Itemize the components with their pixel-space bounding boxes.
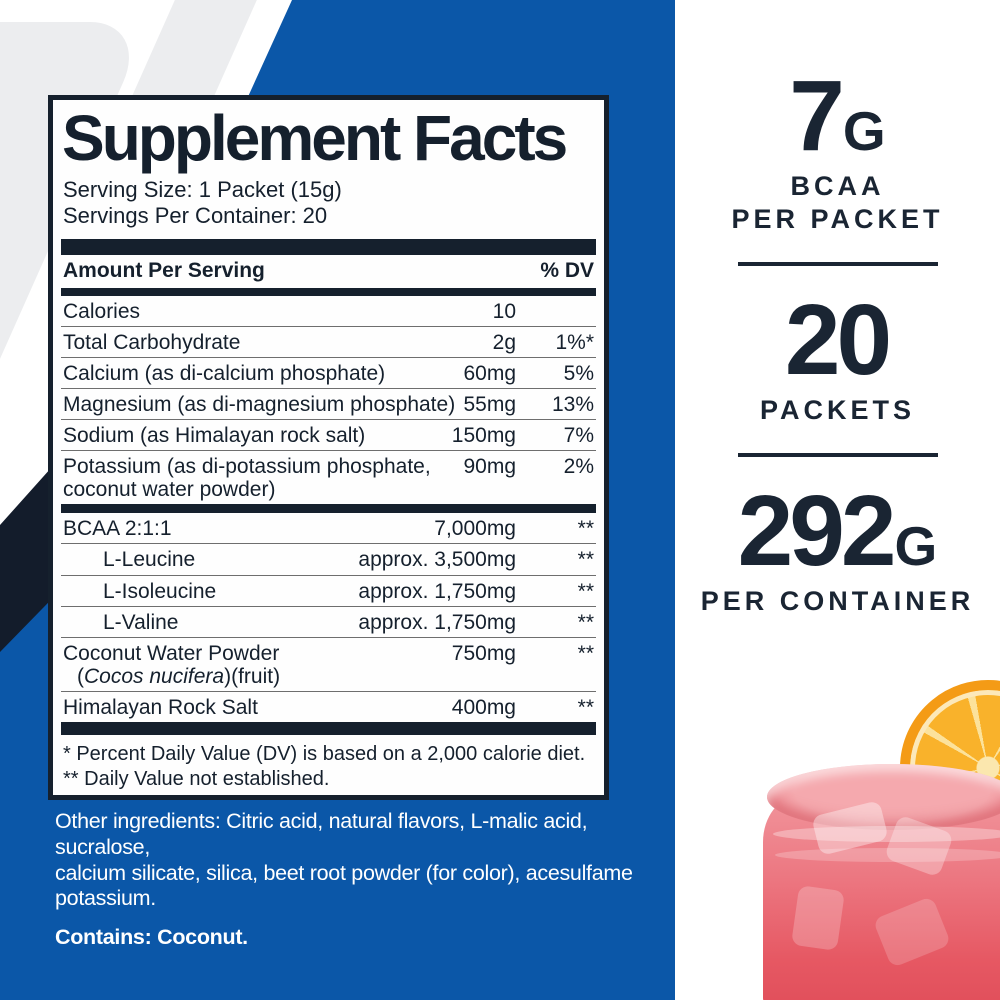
jar-thread (773, 826, 1000, 842)
dv-value: ** (577, 610, 594, 634)
footnote-not-established: ** Daily Value not established. (63, 768, 330, 791)
amount-per-serving-label: Amount Per Serving (63, 258, 265, 282)
ingredient-name: L-Valine (103, 610, 179, 634)
ingredient-name: Potassium (as di-potassium phosphate, coc… (63, 455, 431, 502)
dv-value: 5% (563, 361, 594, 385)
amount-value: 55mg (463, 393, 516, 417)
table-row: Himalayan Rock Salt 400mg ** (61, 692, 596, 722)
stat-divider (737, 261, 938, 266)
dv-value: 1%* (555, 330, 594, 354)
dv-value: 2% (563, 455, 594, 479)
dv-value: 13% (551, 393, 594, 417)
serving-size: Serving Size: 1 Packet (15g) (63, 177, 342, 203)
footnotes: * Percent Daily Value (DV) is based on a… (63, 742, 596, 792)
stat-label: PACKETS (759, 394, 915, 425)
other-ingredients-line: calcium silicate, silica, beet root powd… (55, 860, 633, 885)
ingredient-name: Coconut Water Powder (Cocos nucifera)(fru… (63, 641, 281, 688)
table-row: Calcium (as di-calcium phosphate) 60mg 5% (61, 358, 596, 390)
stats-panel: 7G BCAA PER PACKET 20 PACKETS 292G PER C… (675, 0, 1000, 618)
table-row: Potassium (as di-potassium phosphate, coc… (61, 451, 596, 504)
percent-dv-label: % DV (540, 258, 594, 282)
divider-bar (61, 722, 596, 736)
ingredient-name: Sodium (as Himalayan rock salt) (63, 424, 366, 448)
dv-value: ** (577, 517, 594, 541)
amount-value: approx. 1,750mg (358, 610, 516, 634)
table-row: L-Valine approx. 1,750mg ** (61, 607, 596, 638)
divider-bar (61, 504, 596, 514)
jar-thread (775, 848, 1000, 862)
ingredient-name: Calories (63, 299, 141, 323)
table-row: L-Leucine approx. 3,500mg ** (61, 544, 596, 576)
mason-jar-rim (767, 764, 1000, 830)
amount-value: 90mg (463, 455, 516, 479)
stat-number: 7 (789, 60, 845, 172)
dv-value: ** (577, 641, 594, 665)
ingredient-name: Calcium (as di-calcium phosphate) (63, 361, 386, 385)
stat-unit: G (894, 514, 938, 577)
ingredient-name: L-Leucine (103, 548, 196, 572)
dv-value: ** (577, 579, 594, 603)
table-header: Amount Per Serving % DV (61, 255, 596, 288)
amount-value: approx. 3,500mg (358, 548, 516, 572)
dv-value: 7% (563, 424, 594, 448)
stat-bcaa-per-packet: 7G BCAA PER PACKET (675, 0, 1000, 236)
amount-value: 10 (492, 299, 516, 323)
table-row: Coconut Water Powder (Cocos nucifera)(fru… (61, 638, 596, 692)
panel-title: Supplement Facts (62, 102, 568, 174)
table-row: Total Carbohydrate 2g 1%* (61, 327, 596, 358)
divider-bar (61, 238, 596, 255)
dv-value: ** (577, 695, 594, 719)
stat-label: BCAA PER PACKET (731, 171, 944, 234)
stat-value: 20 (675, 290, 1000, 390)
other-ingredients-line: potassium. (55, 886, 156, 911)
ingredient-name: Magnesium (as di-magnesium phosphate) (63, 393, 456, 417)
stat-unit: G (842, 100, 886, 162)
stat-per-container: 292G PER CONTAINER (675, 481, 1000, 618)
nutrition-table: Calories 10 Total Carbohydrate 2g 1%* Calcium… (61, 296, 596, 736)
stat-label: PER CONTAINER (700, 585, 975, 616)
stat-packets: 20 PACKETS (675, 290, 1000, 427)
contains-statement: Contains: Coconut. (55, 925, 248, 950)
table-row: Calories 10 (61, 296, 596, 327)
other-ingredients-line: Other ingredients: Citric acid, natural … (55, 809, 588, 859)
stat-number: 292 (737, 474, 897, 587)
servings-per-container: Servings Per Container: 20 (63, 203, 328, 228)
ingredient-name: L-Isoleucine (103, 579, 217, 603)
amount-value: approx. 1,750mg (358, 579, 516, 603)
stat-divider (737, 452, 938, 457)
drink-photo (675, 638, 1000, 1000)
stat-number: 20 (784, 283, 892, 396)
stat-value: 7G (675, 66, 1000, 166)
ingredient-name: Total Carbohydrate (63, 330, 241, 354)
table-row: Sodium (as Himalayan rock salt) 150mg 7% (61, 420, 596, 452)
ice-highlight (791, 885, 845, 951)
mason-jar-body (763, 796, 1000, 1000)
amount-value: 750mg (451, 641, 516, 665)
amount-value: 150mg (451, 424, 516, 448)
ingredient-name: BCAA 2:1:1 (63, 517, 172, 541)
amount-value: 7,000mg (434, 517, 516, 541)
supplement-facts-panel: Supplement Facts Serving Size: 1 Packet … (48, 95, 609, 800)
table-row: BCAA 2:1:1 7,000mg ** (61, 513, 596, 545)
dv-value: ** (577, 548, 594, 572)
ingredient-name: Himalayan Rock Salt (63, 695, 258, 719)
divider-bar (61, 287, 596, 296)
table-row: L-Isoleucine approx. 1,750mg ** (61, 576, 596, 607)
table-row: Magnesium (as di-magnesium phosphate) 55m… (61, 389, 596, 421)
amount-value: 60mg (463, 361, 516, 385)
amount-value: 400mg (451, 695, 516, 719)
footnote-dv: * Percent Daily Value (DV) is based on a… (63, 743, 586, 766)
amount-value: 2g (492, 330, 516, 354)
other-ingredients: Other ingredients: Citric acid, natural … (55, 809, 640, 951)
stat-value: 292G (675, 481, 1000, 581)
